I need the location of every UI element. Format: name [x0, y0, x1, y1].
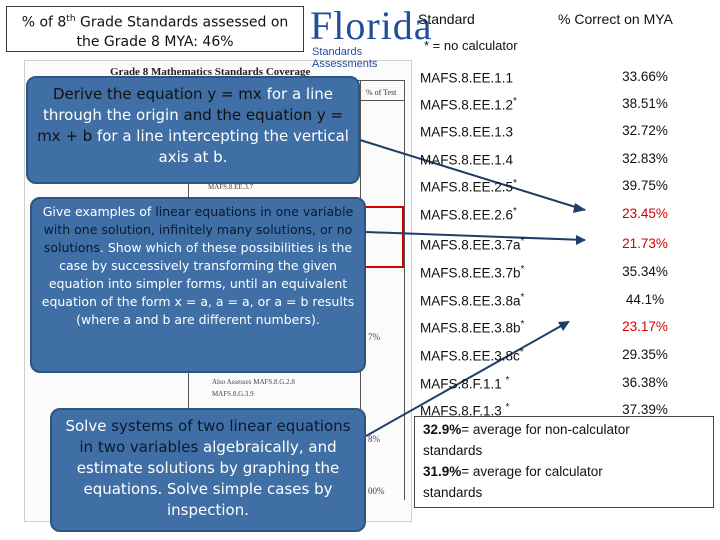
arrow-line — [359, 139, 586, 211]
header-standard: Standard — [418, 11, 475, 27]
percent-correct: 44.1% — [625, 292, 665, 307]
average-line: standards — [423, 443, 483, 458]
table-row: MAFS.8.EE.3.7b* 35.34% — [418, 264, 716, 291]
average-line: 32.9%= average for non-calculator — [423, 422, 630, 437]
table-row: MAFS.8.EE.1.3 32.72% — [418, 123, 716, 150]
table-row: MAFS.8.F.1.1 * 36.38% — [418, 375, 716, 402]
table-row: MAFS.8.EE.1.4 32.83% — [418, 151, 716, 178]
percent-correct: 35.34% — [622, 264, 668, 279]
arrow-line — [365, 231, 586, 241]
no-calculator-note: * = no calculator — [424, 38, 518, 53]
table-row: MAFS.8.EE.2.5* 39.75% — [418, 178, 716, 205]
document-column-header: % of Test — [366, 88, 397, 97]
logo-word: Florida — [310, 3, 433, 48]
percent-correct: 32.83% — [622, 151, 668, 166]
percent-correct: 29.35% — [622, 347, 668, 362]
percent-correct: 32.72% — [622, 123, 668, 138]
arrow-head — [558, 321, 570, 331]
document-rule — [404, 80, 405, 500]
table-row: MAFS.8.EE.1.2* 38.51% — [418, 96, 716, 123]
table-row: MAFS.8.EE.1.1 33.66% — [418, 69, 716, 96]
standard-code: MAFS.8.EE.2.6* — [420, 206, 517, 223]
standard-code: MAFS.8.EE.3.7a* — [420, 236, 525, 253]
percent-correct: 36.38% — [622, 375, 668, 390]
percent-correct: 23.17% — [622, 319, 668, 334]
standard-code: MAFS.8.EE.3.8c* — [420, 347, 524, 364]
header-correct: % Correct on MYA — [558, 11, 673, 27]
callout-linear-equations: Give examples of linear equations in one… — [30, 197, 366, 373]
standard-code: MAFS.8.EE.1.4 — [420, 152, 514, 168]
standard-code: MAFS.8.EE.2.5* — [420, 178, 517, 195]
percent-correct: 23.45% — [622, 206, 668, 221]
averages-box: 32.9%= average for non-calculator standa… — [414, 416, 714, 508]
percent-correct: 21.73% — [622, 236, 668, 251]
table-row: MAFS.8.EE.3.8c* 29.35% — [418, 347, 716, 374]
document-fragment: 8% — [368, 434, 380, 444]
document-fragment: MAFS.8.EE.3.7 — [208, 183, 254, 191]
document-title: Grade 8 Mathematics Standards Coverage — [110, 66, 311, 78]
arrow-head — [576, 235, 586, 245]
florida-standards-logo: Florida Standards Assessments — [300, 3, 432, 70]
percent-correct: 38.51% — [622, 96, 668, 111]
callout-systems-equations: Solve systems of two linear equations in… — [50, 408, 366, 532]
standard-code: MAFS.8.EE.3.8b* — [420, 319, 525, 336]
arrow-line — [365, 321, 569, 437]
document-fragment: MAFS.8.G.3.9 — [212, 390, 254, 398]
standard-code: MAFS.8.EE.3.8a* — [420, 292, 525, 309]
title-line-2: the Grade 8 MYA: 46% — [76, 33, 234, 50]
standard-code: MAFS.8.EE.1.1 — [420, 70, 514, 86]
percent-correct: 37.39% — [622, 402, 668, 417]
table-row: MAFS.8.EE.2.6* 23.45% — [418, 206, 716, 233]
standard-code: MAFS.8.EE.3.7b* — [420, 264, 525, 281]
average-line: standards — [423, 485, 483, 500]
table-row: MAFS.8.EE.3.7a* 21.73% — [418, 236, 716, 263]
percent-correct: 33.66% — [622, 69, 668, 84]
standard-code: MAFS.8.EE.1.3 — [420, 124, 514, 140]
standard-code: MAFS.8.EE.1.2* — [420, 96, 517, 113]
standard-code: MAFS.8.F.1.3 * — [420, 402, 510, 419]
standard-code: MAFS.8.F.1.1 * — [420, 375, 510, 392]
title-box: % of 8th Grade Standards assessed on the… — [6, 6, 304, 52]
title-line-1: % of 8th Grade Standards assessed on — [21, 14, 289, 31]
table-row: MAFS.8.F.1.3 * 37.39% — [418, 402, 716, 429]
percent-correct: 39.75% — [622, 178, 668, 193]
callout-derive-equation: Derive the equation y = mx for a line th… — [26, 76, 360, 184]
logo-subtitle: Standards Assessments — [312, 46, 378, 70]
table-row: MAFS.8.EE.3.8a* 44.1% — [418, 292, 716, 319]
arrow-head — [573, 203, 586, 213]
document-fragment: 7% — [368, 332, 380, 342]
document-fragment: Also Assesses MAFS.8.G.2.8 — [212, 378, 295, 386]
average-line: 31.9%= average for calculator — [423, 464, 603, 479]
document-fragment: 00% — [368, 486, 385, 496]
table-row: MAFS.8.EE.3.8b* 23.17% — [418, 319, 716, 346]
